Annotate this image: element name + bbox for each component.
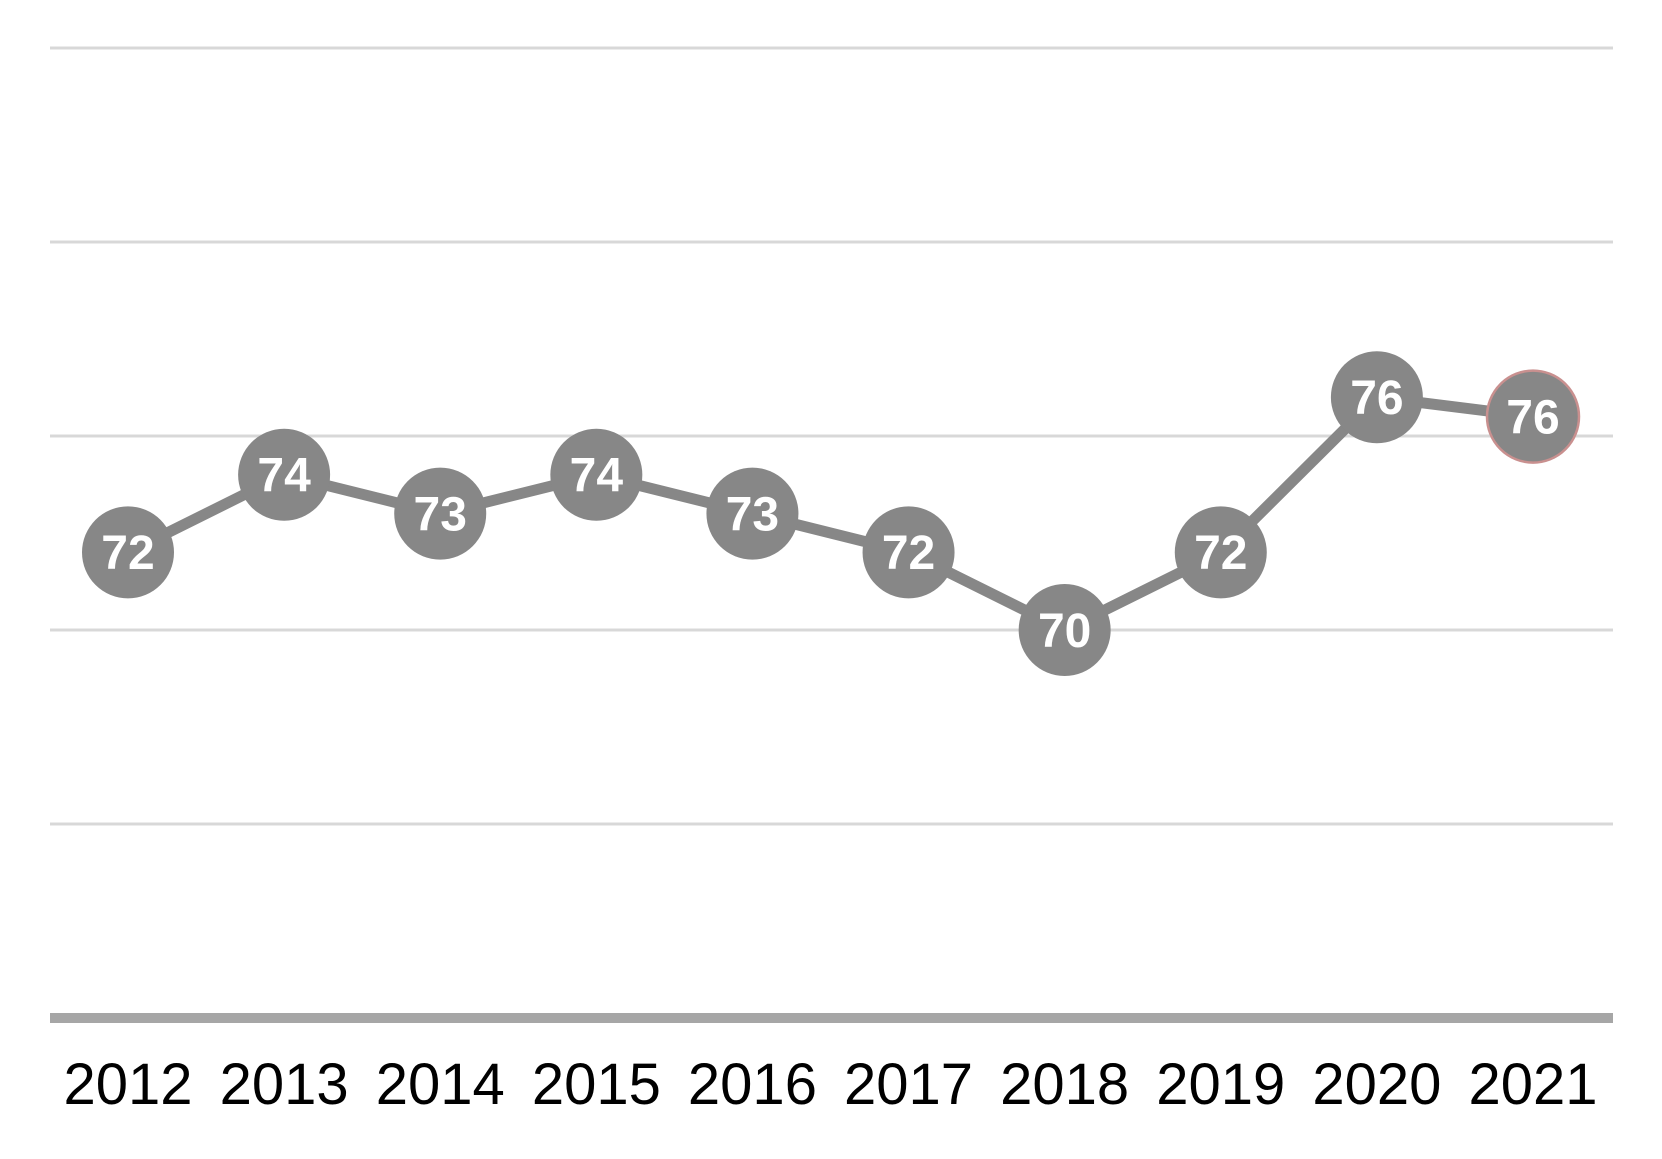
- data-point-marker: [82, 506, 174, 599]
- data-point-label: 76: [1506, 391, 1559, 444]
- x-tick-label: 2019: [1156, 1052, 1285, 1117]
- data-point-label: 76: [1350, 372, 1403, 425]
- x-tick-label: 2012: [63, 1052, 192, 1117]
- data-point-marker: [1018, 584, 1111, 676]
- x-tick-label: 2016: [688, 1052, 817, 1117]
- data-point-label: 70: [1038, 605, 1091, 658]
- data-point-marker: [1485, 369, 1581, 464]
- x-tick-label: 2018: [1000, 1052, 1129, 1117]
- data-point-marker: [394, 467, 487, 560]
- data-point-label: 74: [257, 450, 311, 503]
- data-point-label: 73: [726, 488, 779, 541]
- data-point-marker: [1330, 351, 1423, 444]
- x-tick-label: 2014: [376, 1052, 505, 1117]
- x-tick-label: 2021: [1468, 1052, 1597, 1117]
- data-point-marker: [862, 506, 955, 599]
- x-tick-label: 2017: [844, 1052, 973, 1117]
- data-point-label: 74: [570, 450, 624, 503]
- data-point-label: 73: [414, 488, 467, 541]
- data-point-marker: [706, 467, 799, 560]
- data-point-marker: [550, 428, 643, 521]
- data-point-marker: [1174, 506, 1267, 599]
- x-tick-label: 2013: [220, 1052, 349, 1117]
- x-tick-label: 2015: [532, 1052, 661, 1117]
- data-point-marker: [238, 428, 331, 521]
- data-point-label: 72: [882, 527, 935, 580]
- series-line: [122, 391, 1539, 636]
- data-point-label: 72: [1194, 527, 1247, 580]
- data-point-label: 72: [101, 527, 154, 580]
- x-tick-label: 2020: [1312, 1052, 1441, 1117]
